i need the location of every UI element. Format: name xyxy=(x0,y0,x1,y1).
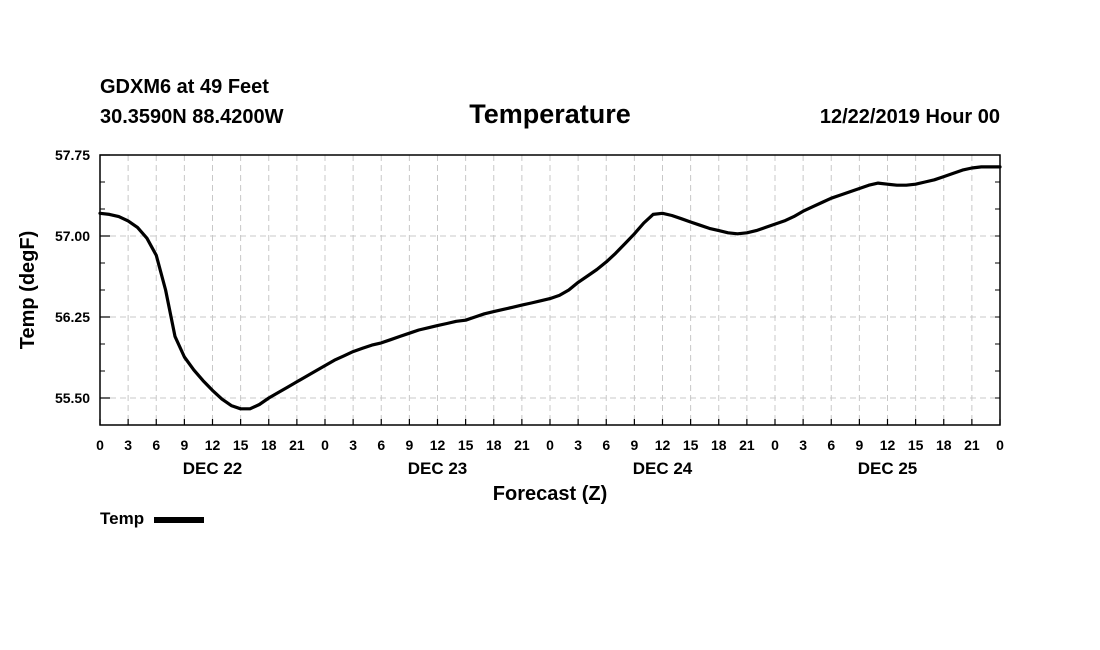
x-tick-label: 0 xyxy=(771,437,779,453)
day-label: DEC 22 xyxy=(183,459,243,478)
x-tick-label: 12 xyxy=(430,437,446,453)
x-tick-label: 3 xyxy=(349,437,357,453)
x-tick-label: 12 xyxy=(655,437,671,453)
x-tick-label: 15 xyxy=(458,437,474,453)
series-layer xyxy=(98,165,1002,411)
legend-label: Temp xyxy=(100,509,145,528)
x-tick-label: 21 xyxy=(289,437,305,453)
plot-frame xyxy=(99,154,1001,426)
x-tick-label: 9 xyxy=(405,437,413,453)
x-tick-label: 6 xyxy=(152,437,160,453)
x-tick-label: 9 xyxy=(855,437,863,453)
forecast-timestamp: 12/22/2019 Hour 00 xyxy=(819,106,1000,128)
x-tick-label: 0 xyxy=(321,437,329,453)
x-tick-label: 6 xyxy=(377,437,385,453)
x-tick-label: 15 xyxy=(233,437,249,453)
y-tick-label: 57.00 xyxy=(55,228,90,244)
x-tick-label: 18 xyxy=(936,437,952,453)
grid-lines xyxy=(100,154,1000,425)
x-tick-label: 9 xyxy=(630,437,638,453)
tick-labels: 0 3 6 9 12 15 18 21 0 3 6 9 12 15 18 21 0 3 6 9 12 15 18 21 0 3 6 9… xyxy=(55,147,1004,478)
x-tick-label: 21 xyxy=(514,437,530,453)
y-tick-label: 56.25 xyxy=(55,309,90,325)
x-tick-label: 12 xyxy=(205,437,221,453)
x-tick-label: 6 xyxy=(602,437,610,453)
day-label: DEC 24 xyxy=(633,459,693,478)
day-label: DEC 23 xyxy=(408,459,468,478)
x-tick-label: 0 xyxy=(996,437,1004,453)
day-label: DEC 25 xyxy=(858,459,918,478)
x-tick-label: 15 xyxy=(683,437,699,453)
temp-series-line xyxy=(98,165,1002,411)
x-tick-label: 3 xyxy=(124,437,132,453)
x-tick-label: 21 xyxy=(739,437,755,453)
y-tick-label: 55.50 xyxy=(55,390,90,406)
x-tick-label: 3 xyxy=(574,437,582,453)
y-axis-label: Temp (degF) xyxy=(17,231,39,350)
x-tick-label: 9 xyxy=(180,437,188,453)
y-tick-label: 57.75 xyxy=(55,147,90,163)
station-name: GDXM6 at 49 Feet xyxy=(100,76,269,98)
chart-title: Temperature xyxy=(469,99,631,129)
legend-swatch xyxy=(154,517,205,523)
x-tick-label: 18 xyxy=(486,437,502,453)
x-tick-label: 12 xyxy=(880,437,896,453)
x-tick-label: 15 xyxy=(908,437,924,453)
x-tick-label: 21 xyxy=(964,437,980,453)
axis-ticks xyxy=(99,154,1001,426)
x-tick-label: 6 xyxy=(827,437,835,453)
x-axis-label: Forecast (Z) xyxy=(493,483,607,505)
x-tick-label: 18 xyxy=(711,437,727,453)
x-tick-label: 18 xyxy=(261,437,277,453)
x-tick-label: 0 xyxy=(96,437,104,453)
chart-legend: Temp xyxy=(100,509,205,529)
x-tick-label: 3 xyxy=(799,437,807,453)
x-tick-label: 0 xyxy=(546,437,554,453)
station-coordinates: 30.3590N 88.4200W xyxy=(100,106,284,128)
